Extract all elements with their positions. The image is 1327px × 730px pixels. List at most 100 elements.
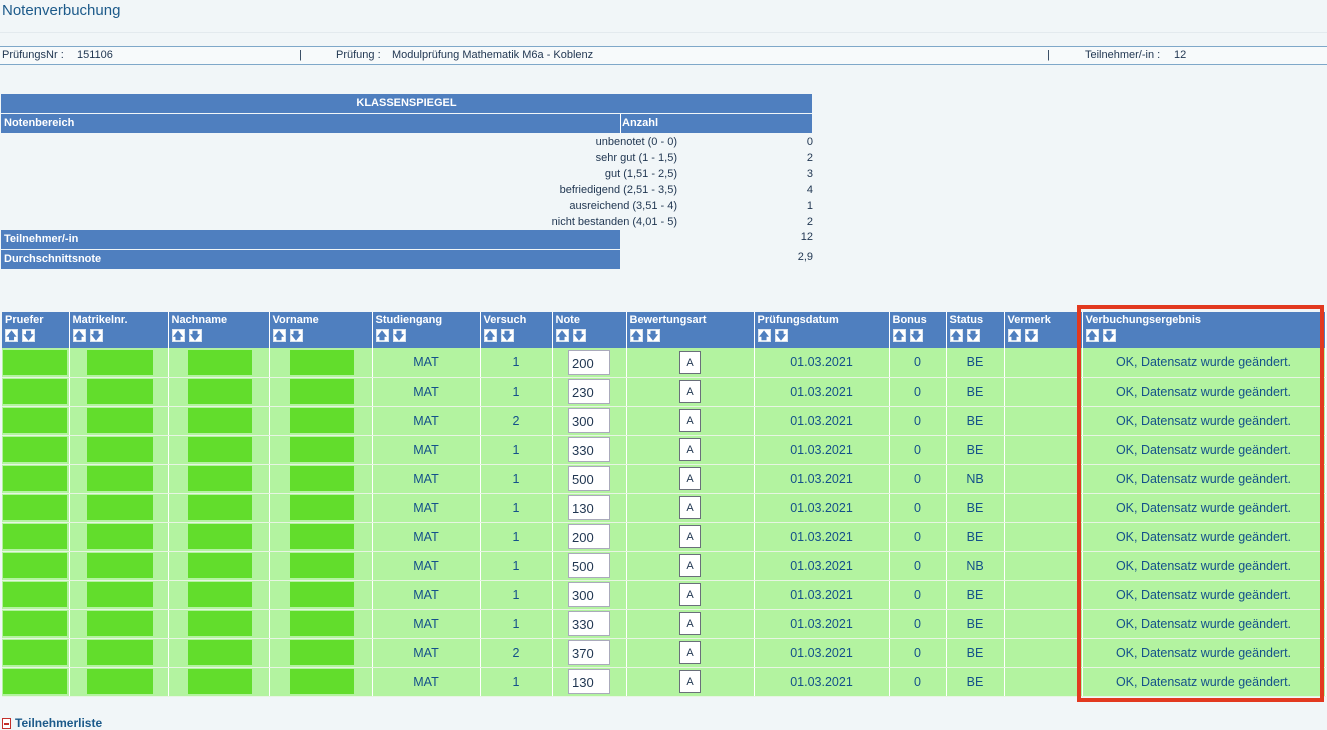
rating-type-input[interactable]: A (679, 612, 701, 635)
rating-type-input[interactable]: A (679, 380, 701, 403)
column-header: Bewertungsart 🡅 🡇 (626, 312, 755, 348)
firstname-cell (269, 348, 373, 378)
booking-result-cell: OK, Datensatz wurde geändert. (1082, 377, 1326, 407)
redaction-block (3, 466, 68, 491)
sort-descending-icon[interactable]: 🡇 (89, 329, 103, 342)
rating-type-input[interactable]: A (679, 350, 701, 374)
sort-ascending-icon[interactable]: 🡅 (757, 329, 771, 342)
sort-controls: 🡅 🡇 (72, 329, 165, 342)
sort-descending-icon[interactable]: 🡇 (392, 329, 406, 342)
grade-distribution-title: KLASSENSPIEGEL (1, 94, 812, 113)
matriculation-cell (69, 464, 169, 494)
attempt-cell: 1 (480, 377, 553, 407)
exam-date-cell: 01.03.2021 (754, 551, 890, 581)
table-row: MAT 1 130 A 01.03.2021 0 BE OK, Datensatz wurde… (2, 667, 1326, 697)
grade-input[interactable]: 130 (568, 495, 610, 520)
redaction-block (289, 640, 354, 665)
grade-input[interactable]: 300 (568, 408, 610, 433)
grade-input[interactable]: 370 (568, 640, 610, 665)
grade-input[interactable]: 330 (568, 611, 610, 636)
redaction-block (86, 408, 153, 433)
sort-descending-icon[interactable]: 🡇 (22, 329, 35, 342)
sort-descending-icon[interactable]: 🡇 (1024, 329, 1038, 342)
sort-controls: 🡅 🡇 (272, 329, 369, 342)
booking-result-cell: OK, Datensatz wurde geändert. (1082, 551, 1326, 581)
rating-type-input[interactable]: A (679, 438, 701, 461)
column-header-label: Verbuchungsergebnis (1085, 314, 1202, 326)
rating-type-input[interactable]: A (679, 409, 701, 432)
table-row: MAT 1 330 A 01.03.2021 0 BE OK, Datensatz wurde… (2, 435, 1326, 465)
sort-descending-icon[interactable]: 🡇 (774, 329, 788, 342)
rating-type-cell: A (626, 638, 755, 668)
attempt-cell: 1 (480, 493, 553, 523)
grade-input[interactable]: 130 (568, 669, 610, 694)
rating-type-input[interactable]: A (679, 467, 701, 490)
exam-date-cell: 01.03.2021 (754, 580, 890, 610)
sort-descending-icon[interactable]: 🡇 (500, 329, 514, 342)
matriculation-cell (69, 551, 169, 581)
sort-descending-icon[interactable]: 🡇 (572, 329, 586, 342)
sort-ascending-icon[interactable]: 🡅 (949, 329, 963, 342)
sort-descending-icon[interactable]: 🡇 (646, 329, 660, 342)
rating-type-input[interactable]: A (679, 641, 701, 664)
sort-ascending-icon[interactable]: 🡅 (5, 329, 18, 342)
sort-ascending-icon[interactable]: 🡅 (629, 329, 643, 342)
status-cell: BE (946, 348, 1005, 378)
redaction-block (187, 437, 252, 462)
grade-cell: 130 (552, 493, 627, 523)
redaction-block (86, 553, 153, 578)
examiner-cell (2, 406, 70, 436)
booking-result-cell: OK, Datensatz wurde geändert. (1082, 493, 1326, 523)
redaction-block (3, 669, 68, 694)
info-separator: | (1047, 49, 1050, 61)
rating-type-input[interactable]: A (679, 525, 701, 548)
sort-descending-icon[interactable]: 🡇 (1102, 329, 1116, 342)
grade-input[interactable]: 200 (568, 524, 610, 549)
rating-type-input[interactable]: A (679, 554, 701, 577)
status-cell: BE (946, 522, 1005, 552)
program-cell: MAT (372, 667, 481, 697)
rating-type-input[interactable]: A (679, 670, 701, 693)
examiner-cell (2, 609, 70, 639)
lastname-cell (168, 667, 270, 697)
rating-type-input[interactable]: A (679, 496, 701, 519)
sort-ascending-icon[interactable]: 🡅 (272, 329, 286, 342)
grade-input[interactable]: 230 (568, 379, 610, 404)
redaction-block (289, 437, 354, 462)
grade-input[interactable]: 500 (568, 553, 610, 578)
participant-list-link[interactable]: Teilnehmerliste (2, 716, 102, 730)
sort-ascending-icon[interactable]: 🡅 (1007, 329, 1021, 342)
bonus-cell: 0 (889, 377, 947, 407)
lastname-cell (168, 348, 270, 378)
sort-ascending-icon[interactable]: 🡅 (375, 329, 389, 342)
column-header: Vorname 🡅 🡇 (269, 312, 373, 348)
matriculation-cell (69, 522, 169, 552)
grade-input[interactable]: 330 (568, 437, 610, 462)
sort-ascending-icon[interactable]: 🡅 (555, 329, 569, 342)
sort-ascending-icon[interactable]: 🡅 (72, 329, 86, 342)
redaction-block (289, 553, 354, 578)
sort-ascending-icon[interactable]: 🡅 (892, 329, 906, 342)
sort-descending-icon[interactable]: 🡇 (188, 329, 202, 342)
booking-result-cell: OK, Datensatz wurde geändert. (1082, 464, 1326, 494)
grade-input[interactable]: 200 (568, 349, 610, 375)
redaction-block (289, 611, 354, 636)
booking-result-cell: OK, Datensatz wurde geändert. (1082, 609, 1326, 639)
note-remark-cell (1004, 609, 1083, 639)
grade-input[interactable]: 300 (568, 582, 610, 607)
booking-result-cell: OK, Datensatz wurde geändert. (1082, 406, 1326, 436)
bonus-cell: 0 (889, 551, 947, 581)
sort-ascending-icon[interactable]: 🡅 (171, 329, 185, 342)
exam-date-cell: 01.03.2021 (754, 406, 890, 436)
attempt-cell: 1 (480, 580, 553, 610)
grade-input[interactable]: 500 (568, 466, 610, 491)
rating-type-input[interactable]: A (679, 583, 701, 606)
sort-descending-icon[interactable]: 🡇 (966, 329, 980, 342)
column-header: Vermerk 🡅 🡇 (1004, 312, 1083, 348)
sort-descending-icon[interactable]: 🡇 (289, 329, 303, 342)
sort-ascending-icon[interactable]: 🡅 (483, 329, 497, 342)
exam-date-cell: 01.03.2021 (754, 348, 890, 378)
sort-ascending-icon[interactable]: 🡅 (1085, 329, 1099, 342)
sort-descending-icon[interactable]: 🡇 (909, 329, 923, 342)
column-header: Bonus 🡅 🡇 (889, 312, 947, 348)
